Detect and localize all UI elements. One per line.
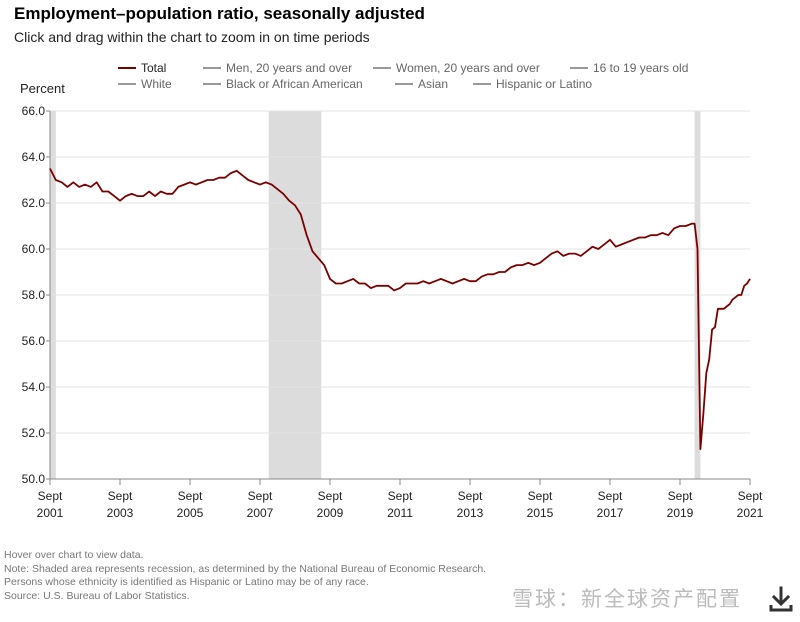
legend-item-women-20-over[interactable]: Women, 20 years and over	[373, 61, 570, 75]
y-tick-label: 60.0	[22, 242, 46, 256]
legend-swatch	[373, 67, 391, 69]
y-tick-label: 54.0	[22, 380, 46, 394]
legend-item-hispanic[interactable]: Hispanic or Latino	[473, 77, 592, 91]
legend-label: Men, 20 years and over	[226, 61, 353, 75]
note-line: Note: Shaded area represents recession, …	[4, 562, 487, 575]
x-tick-month: Sept	[458, 489, 483, 503]
x-tick-month: Sept	[668, 489, 693, 503]
chart-plot[interactable]: 50.0 52.0 54.0 56.0 58.0 60.0 62.0 64.0 66.0 Sept…	[0, 0, 800, 545]
chart-subtitle: Click and drag within the chart to zoom …	[14, 29, 370, 45]
x-tick-year: 2013	[457, 506, 484, 520]
x-tick-month: Sept	[528, 489, 553, 503]
legend-item-black[interactable]: Black or African American	[203, 77, 395, 91]
chart-notes: Hover over chart to view data. Note: Sha…	[4, 549, 486, 603]
download-icon[interactable]	[769, 586, 793, 612]
x-tick-month: Sept	[388, 489, 413, 503]
x-tick-year: 2015	[527, 506, 554, 520]
x-tick-month: Sept	[248, 489, 273, 503]
x-tick-month: Sept	[598, 489, 623, 503]
legend-row: White Black or African American Asian Hi…	[118, 76, 758, 92]
legend-item-white[interactable]: White	[118, 77, 203, 91]
series-line-total[interactable]	[49, 168, 751, 450]
legend-swatch	[203, 83, 221, 85]
y-tick-label: 58.0	[22, 288, 46, 302]
legend: Total Men, 20 years and over Women, 20 y…	[118, 60, 758, 92]
x-tick-year: 2011	[387, 506, 413, 520]
x-tick-year: 2021	[737, 506, 764, 520]
y-axis-label: Percent	[20, 81, 65, 96]
y-tick-label: 52.0	[22, 426, 46, 440]
x-tick-year: 2007	[247, 506, 274, 520]
legend-label: 16 to 19 years old	[593, 61, 689, 75]
legend-label: Total	[141, 61, 167, 75]
legend-row: Total Men, 20 years and over Women, 20 y…	[118, 60, 758, 76]
y-tick-label: 50.0	[22, 472, 46, 486]
legend-label: White	[141, 77, 172, 91]
legend-label: Asian	[418, 77, 449, 91]
legend-item-16-19[interactable]: 16 to 19 years old	[570, 61, 688, 75]
legend-item-men-20-over[interactable]: Men, 20 years and over	[203, 61, 373, 75]
x-tick-year: 2001	[37, 506, 64, 520]
x-tick-year: 2005	[177, 506, 204, 520]
x-tick-year: 2009	[317, 506, 344, 520]
legend-swatch	[570, 67, 588, 69]
grid-layer	[50, 110, 750, 480]
note-line: Hover over chart to view data.	[4, 549, 144, 561]
legend-swatch	[118, 83, 136, 85]
watermark-text: 雪球：新全球资产配置	[512, 588, 742, 611]
legend-label: Hispanic or Latino	[496, 77, 593, 91]
y-tick-label: 64.0	[22, 150, 46, 164]
x-tick-year: 2003	[107, 506, 134, 520]
legend-swatch	[118, 67, 136, 69]
y-tick-label: 66.0	[22, 104, 46, 118]
x-tick-year: 2017	[597, 506, 624, 520]
x-tick-month: Sept	[108, 489, 133, 503]
x-tick-year: 2019	[667, 506, 694, 520]
x-tick-month: Sept	[38, 489, 63, 503]
axis-layer: 50.0 52.0 54.0 56.0 58.0 60.0 62.0 64.0 66.0 Sept…	[22, 104, 764, 520]
legend-swatch	[203, 67, 221, 69]
note-line: Source: U.S. Bureau of Labor Statistics.	[4, 589, 190, 602]
y-tick-label: 56.0	[22, 334, 46, 348]
x-tick-month: Sept	[178, 489, 203, 503]
note-line: Persons whose ethnicity is identified as…	[4, 576, 369, 588]
chart-title: Employment–population ratio, seasonally …	[14, 4, 425, 23]
legend-item-total[interactable]: Total	[118, 61, 203, 75]
legend-label: Women, 20 years and over	[396, 61, 540, 75]
legend-item-asian[interactable]: Asian	[395, 77, 473, 91]
series-layer	[49, 168, 751, 450]
legend-swatch	[395, 83, 413, 85]
x-tick-month: Sept	[318, 489, 343, 503]
legend-label: Black or African American	[226, 77, 363, 91]
legend-swatch	[473, 83, 491, 85]
y-tick-label: 62.0	[22, 196, 46, 210]
x-tick-month: Sept	[738, 489, 763, 503]
